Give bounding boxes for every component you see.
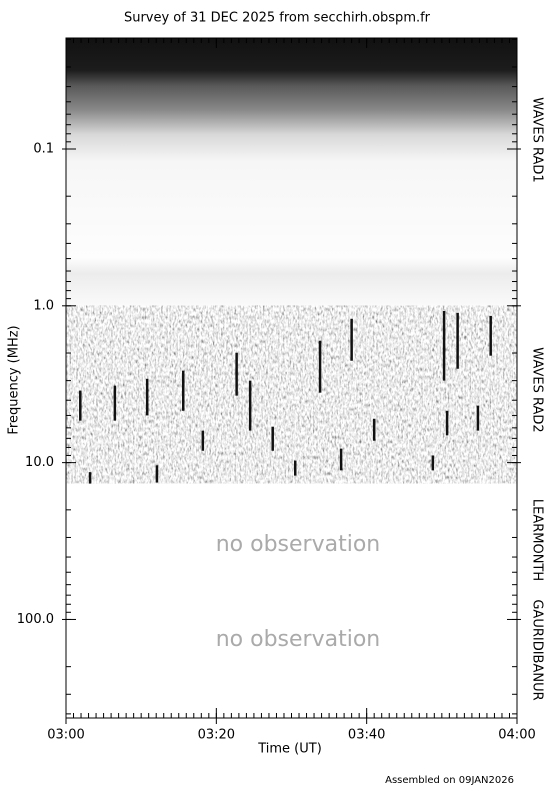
footer: Assembled on 09JAN2026 xyxy=(385,775,514,786)
chart-title: Survey of 31 DEC 2025 from secchirh.obsp… xyxy=(124,11,431,26)
band xyxy=(66,483,517,660)
y-tick-label: 0.1 xyxy=(33,141,54,156)
band xyxy=(66,38,517,306)
band-note: no observation xyxy=(216,532,381,557)
band-label: GAURIDIBANUR xyxy=(530,599,545,700)
band xyxy=(66,305,517,484)
y-axis-label: Frequency (MHz) xyxy=(7,325,22,434)
y-tick-label: 1.0 xyxy=(33,298,54,313)
x-tick-label: 03:20 xyxy=(198,728,235,743)
y-tick-label: 100.0 xyxy=(17,612,54,627)
y-tick-label: 10.0 xyxy=(25,455,54,470)
x-tick-label: 03:00 xyxy=(47,728,84,743)
band-label: WAVES RAD2 xyxy=(530,347,545,432)
band-label: LEARMONTH xyxy=(530,499,545,581)
band-note: no observation xyxy=(216,627,381,652)
x-axis-label: Time (UT) xyxy=(257,742,322,757)
x-tick-label: 03:40 xyxy=(348,728,385,743)
band-label: WAVES RAD1 xyxy=(530,97,545,182)
x-tick-label: 04:00 xyxy=(498,728,535,743)
band xyxy=(66,659,517,718)
